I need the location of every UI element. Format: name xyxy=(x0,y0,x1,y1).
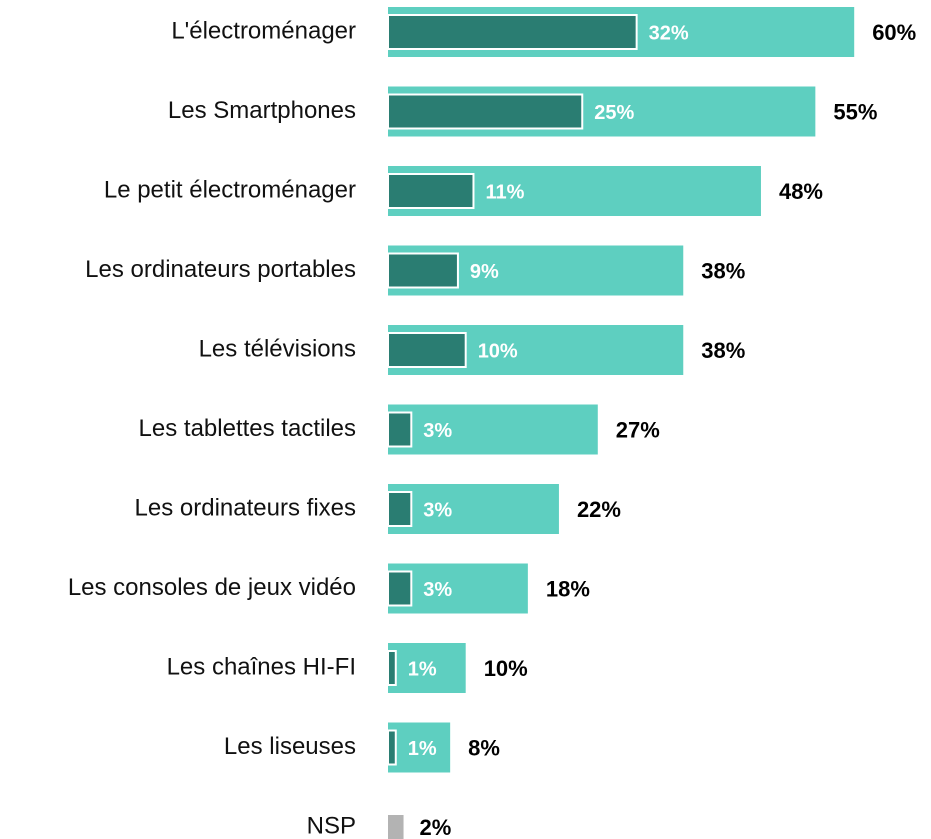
inner-bar xyxy=(387,650,397,686)
total-bar xyxy=(388,484,559,534)
category-label: Le petit électroménager xyxy=(104,176,356,203)
total-label: 55% xyxy=(833,99,877,124)
total-label: 48% xyxy=(779,179,823,204)
inner-label: 11% xyxy=(485,181,524,203)
inner-label: 3% xyxy=(423,420,452,442)
inner-bar xyxy=(387,491,413,527)
inner-bar xyxy=(387,14,638,50)
inner-label: 1% xyxy=(408,738,437,760)
inner-bar xyxy=(387,729,397,766)
category-label: Les liseuses xyxy=(224,733,356,760)
total-bar xyxy=(388,722,451,773)
category-label: Les chaînes HI-FI xyxy=(167,653,356,680)
inner-label: 1% xyxy=(408,658,437,680)
total-bar xyxy=(388,815,404,839)
total-label: 22% xyxy=(577,497,621,522)
total-label: 27% xyxy=(616,417,660,442)
total-label: 8% xyxy=(468,735,500,760)
category-label: Les télévisions xyxy=(199,335,356,362)
inner-bar xyxy=(387,570,413,607)
inner-bar xyxy=(387,93,584,130)
inner-bar xyxy=(387,411,413,448)
inner-bar xyxy=(387,252,459,289)
inner-label: 3% xyxy=(423,499,452,521)
category-label: Les ordinateurs fixes xyxy=(135,494,356,521)
inner-label: 10% xyxy=(478,340,518,362)
inner-bar xyxy=(387,332,467,368)
total-label: 2% xyxy=(420,815,452,839)
inner-bar xyxy=(387,173,475,209)
total-label: 60% xyxy=(872,20,916,45)
total-label: 38% xyxy=(701,338,745,363)
inner-label: 32% xyxy=(649,22,689,44)
inner-label: 9% xyxy=(470,261,499,283)
total-label: 18% xyxy=(546,576,590,601)
inner-label: 3% xyxy=(423,579,452,601)
total-bar xyxy=(388,404,598,455)
category-label: Les ordinateurs portables xyxy=(85,256,356,283)
inner-label: 25% xyxy=(594,102,634,124)
category-label: Les consoles de jeux vidéo xyxy=(68,574,356,601)
total-label: 10% xyxy=(484,656,528,681)
total-bar xyxy=(388,643,466,693)
category-label: L'électroménager xyxy=(171,17,356,44)
category-label: NSP xyxy=(307,812,356,839)
category-label: Les tablettes tactiles xyxy=(139,415,356,442)
category-label: Les Smartphones xyxy=(168,97,356,124)
total-label: 38% xyxy=(701,258,745,283)
